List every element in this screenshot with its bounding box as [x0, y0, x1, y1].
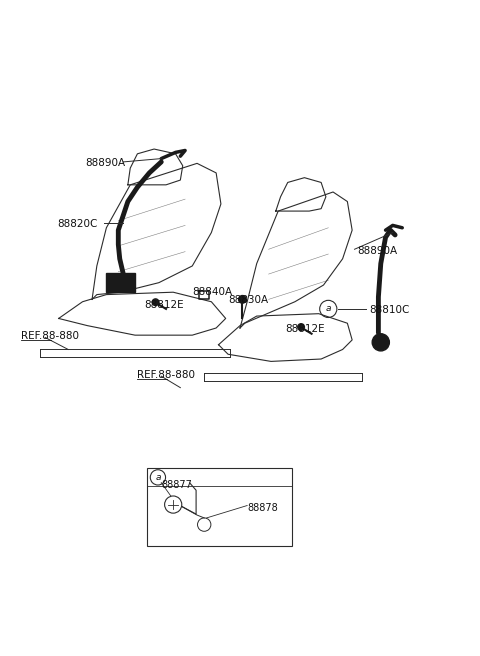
Text: 88810C: 88810C	[369, 305, 409, 315]
Text: a: a	[155, 473, 161, 482]
Text: 88812E: 88812E	[285, 324, 325, 334]
Text: 88812E: 88812E	[144, 300, 184, 310]
Text: REF.88-880: REF.88-880	[137, 370, 195, 380]
Text: 88820C: 88820C	[58, 219, 98, 229]
Bar	[107, 273, 135, 292]
Circle shape	[372, 334, 389, 351]
Text: 88890A: 88890A	[357, 246, 397, 256]
Text: 88830A: 88830A	[228, 295, 268, 305]
Circle shape	[152, 299, 159, 306]
Circle shape	[298, 323, 304, 331]
Text: a: a	[325, 304, 331, 314]
Text: 88890A: 88890A	[85, 158, 125, 169]
Text: 88840A: 88840A	[192, 287, 232, 297]
Text: REF.88-880: REF.88-880	[22, 331, 79, 341]
Circle shape	[239, 296, 246, 303]
Text: 88878: 88878	[247, 502, 278, 512]
Bar	[147, 468, 292, 546]
Text: 88877: 88877	[161, 480, 192, 490]
